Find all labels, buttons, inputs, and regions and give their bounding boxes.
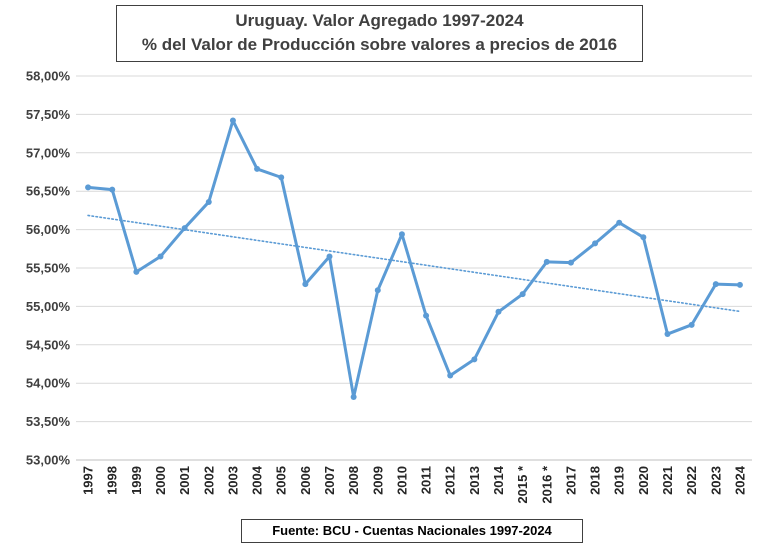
- data-point: [543, 258, 550, 265]
- x-tick-label: 2006: [298, 466, 313, 495]
- data-point: [471, 356, 478, 363]
- x-tick-label: 2016 *: [539, 465, 554, 504]
- y-tick-label: 56,50%: [26, 184, 71, 199]
- x-tick-label: 2013: [467, 466, 482, 495]
- chart-subtitle: % del Valor de Producción sobre valores …: [141, 35, 618, 54]
- data-point: [326, 253, 333, 260]
- data-point: [278, 174, 285, 181]
- x-tick-label: 2008: [346, 466, 361, 495]
- x-tick-label: 2023: [708, 466, 723, 495]
- series-group: [85, 117, 743, 401]
- data-point: [495, 308, 502, 315]
- y-axis-ticks: 53,00% 53,50% 54,00% 54,50% 55,00% 55,50% 56,0…: [26, 69, 71, 468]
- x-tick-label: 2017: [563, 466, 578, 495]
- trendline-group: [87, 214, 741, 313]
- data-point: [664, 331, 671, 338]
- x-tick-label: 2002: [201, 466, 216, 495]
- x-tick-label: 2024: [732, 465, 747, 495]
- data-point: [157, 253, 164, 260]
- data-point: [181, 225, 188, 232]
- x-tick-label: 2022: [684, 466, 699, 495]
- y-tick-label: 55,50%: [26, 261, 71, 276]
- x-tick-label: 2000: [153, 466, 168, 495]
- data-point: [205, 198, 212, 205]
- y-tick-label: 53,00%: [26, 453, 71, 468]
- x-axis-ticks: 1997 1998 1999 2000 2001 2002 2003 2004 2005 2006…: [81, 465, 748, 504]
- x-tick-label: 2015 *: [515, 465, 530, 504]
- data-point: [592, 240, 599, 247]
- x-tick-label: 1998: [105, 466, 120, 495]
- x-tick-label: 2010: [394, 466, 409, 495]
- x-tick-label: 2003: [225, 466, 240, 495]
- data-point: [616, 219, 623, 226]
- data-point: [567, 259, 574, 266]
- y-tick-label: 54,00%: [26, 376, 71, 391]
- x-tick-label: 2012: [443, 466, 458, 495]
- data-point: [302, 281, 309, 288]
- data-point: [374, 287, 381, 294]
- data-point: [109, 186, 116, 193]
- data-point: [688, 321, 695, 328]
- data-point: [423, 312, 430, 319]
- x-tick-label: 2001: [177, 466, 192, 495]
- data-point: [85, 184, 92, 191]
- x-tick-label: 2020: [636, 466, 651, 495]
- y-tick-label: 54,50%: [26, 337, 71, 352]
- x-tick-label: 2005: [274, 466, 289, 495]
- y-tick-label: 58,00%: [26, 69, 71, 84]
- data-point: [229, 117, 236, 124]
- y-tick-label: 57,50%: [26, 107, 71, 122]
- x-tick-label: 2014: [491, 465, 506, 495]
- series-line: [87, 119, 740, 399]
- y-tick-label: 57,00%: [26, 145, 71, 160]
- x-tick-label: 2018: [588, 466, 603, 495]
- data-point: [640, 234, 647, 241]
- x-tick-label: 1997: [81, 466, 96, 495]
- source-note: Fuente: BCU - Cuentas Nacionales 1997-20…: [241, 519, 583, 543]
- data-point: [712, 281, 719, 288]
- x-tick-label: 2007: [322, 466, 337, 495]
- y-tick-label: 55,00%: [26, 299, 71, 314]
- data-point: [447, 372, 454, 379]
- data-point: [254, 165, 261, 172]
- y-tick-label: 53,50%: [26, 414, 71, 429]
- data-point: [133, 268, 140, 275]
- x-tick-label: 2019: [612, 466, 627, 495]
- trendline: [87, 214, 741, 313]
- y-tick-label: 56,00%: [26, 222, 71, 237]
- x-tick-label: 2009: [370, 466, 385, 495]
- data-point: [350, 394, 357, 401]
- data-point: [736, 281, 743, 288]
- chart-title: Uruguay. Valor Agregado 1997-2024: [235, 11, 524, 30]
- x-tick-label: 2011: [419, 466, 434, 494]
- data-point: [398, 231, 405, 238]
- x-tick-label: 2021: [660, 466, 675, 495]
- x-tick-label: 2004: [250, 465, 265, 495]
- chart-title-box: Uruguay. Valor Agregado 1997-2024 % del …: [116, 5, 643, 62]
- data-point: [519, 291, 526, 298]
- x-tick-label: 1999: [129, 466, 144, 495]
